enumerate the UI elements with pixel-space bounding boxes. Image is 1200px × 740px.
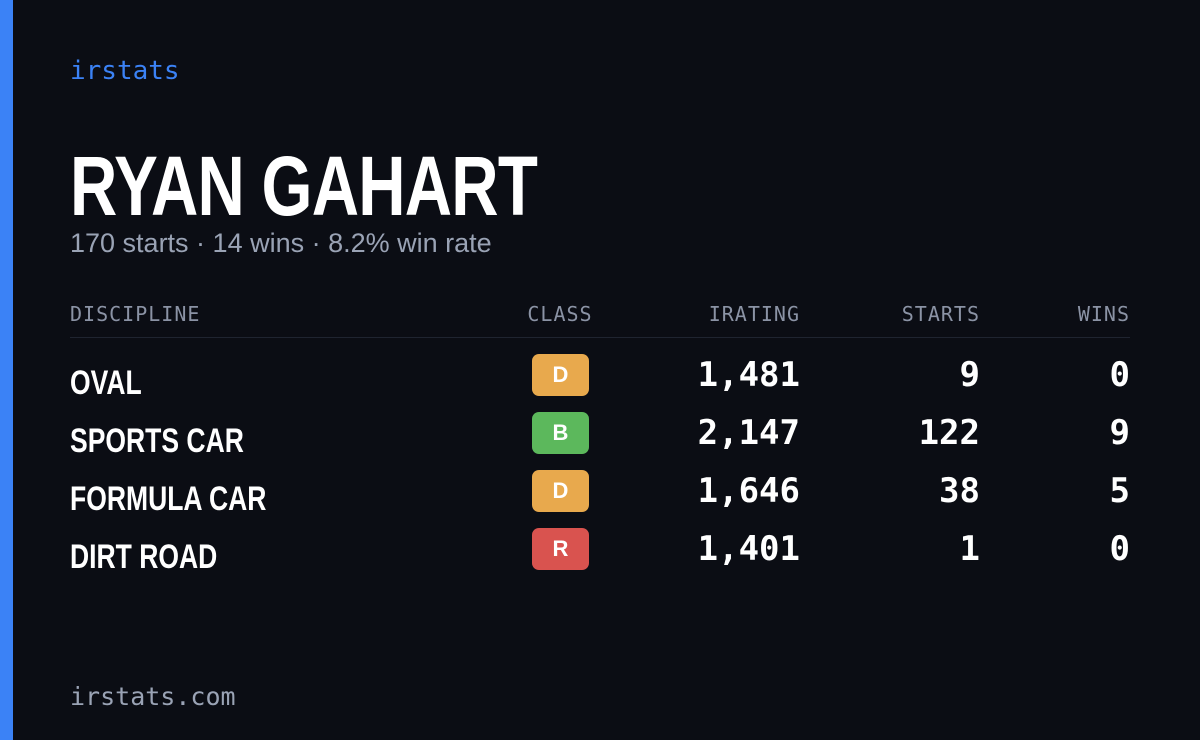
- irating: 1,646: [697, 471, 800, 511]
- brand: irstats: [70, 56, 180, 86]
- column-header: IRATING: [708, 302, 800, 326]
- wins: 9: [1109, 413, 1130, 453]
- accent-bar: [0, 0, 13, 740]
- starts: 122: [918, 413, 980, 453]
- column-header: CLASS: [527, 302, 593, 326]
- column-header: DISCIPLINE: [70, 302, 201, 326]
- irating: 2,147: [697, 413, 800, 453]
- starts: 38: [939, 471, 980, 511]
- discipline: FORMULA CAR: [70, 480, 267, 518]
- discipline: DIRT ROAD: [70, 538, 218, 576]
- wins: 0: [1109, 529, 1130, 569]
- class-badge: D: [532, 354, 589, 396]
- header-rule: [70, 337, 1130, 338]
- wins: 5: [1109, 471, 1130, 511]
- column-header: WINS: [1077, 302, 1130, 326]
- irating: 1,481: [697, 355, 800, 395]
- wins: 0: [1109, 355, 1130, 395]
- discipline: OVAL: [70, 364, 142, 402]
- column-header: STARTS: [901, 302, 980, 326]
- driver-name: RYAN GAHART: [70, 139, 538, 233]
- class-badge: B: [532, 412, 589, 454]
- summary: 170 starts · 14 wins · 8.2% win rate: [70, 228, 492, 258]
- discipline: SPORTS CAR: [70, 422, 244, 460]
- starts: 9: [959, 355, 980, 395]
- footer-url: irstats.com: [70, 682, 236, 711]
- starts: 1: [959, 529, 980, 569]
- irating: 1,401: [697, 529, 800, 569]
- class-badge: R: [532, 528, 589, 570]
- class-badge: D: [532, 470, 589, 512]
